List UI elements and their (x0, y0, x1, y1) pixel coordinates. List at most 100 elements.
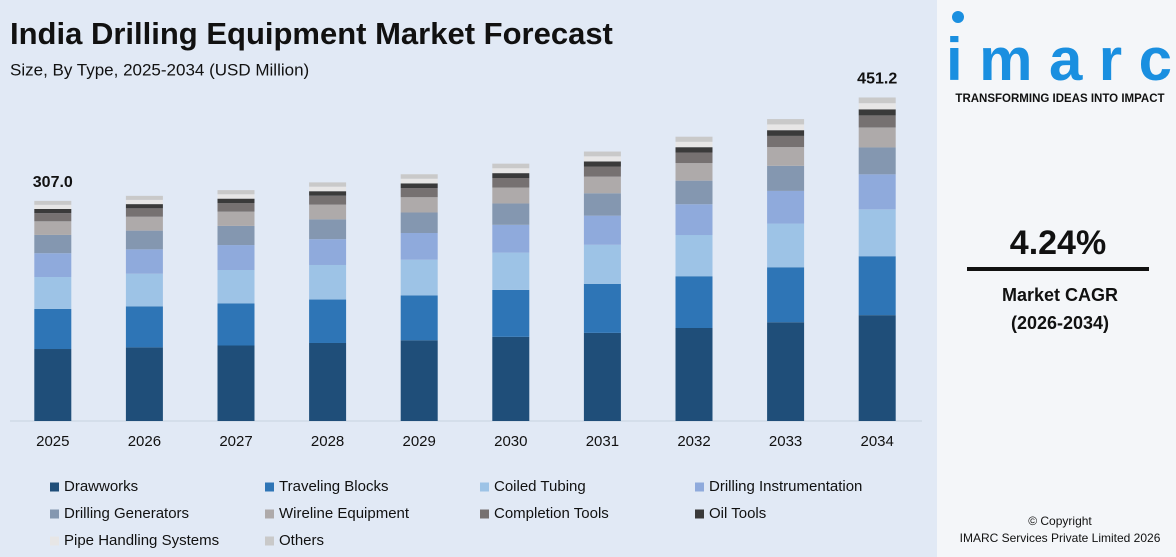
total-label: 451.2 (857, 71, 897, 88)
bar-segment (492, 252, 530, 290)
bar-segment (217, 190, 255, 195)
bar-segment (34, 200, 72, 205)
bar-segment (125, 306, 163, 348)
bar-segment (400, 197, 438, 213)
bar-segment (34, 234, 72, 254)
bar-segment (492, 178, 530, 188)
legend-swatch (265, 536, 274, 546)
bar-segment (492, 173, 530, 179)
bar-segment (217, 194, 255, 199)
bar-segment (858, 127, 896, 148)
legend-swatch (50, 536, 59, 546)
bar-segment (217, 269, 255, 304)
bar-segment (309, 182, 347, 187)
tagline: TRANSFORMING IDEAS INTO IMPACT (955, 93, 1164, 105)
company: IMARC Services Private Limited 2026 (960, 531, 1161, 545)
bar-segment (400, 340, 438, 421)
bar-segment (492, 168, 530, 174)
bar-segment (400, 232, 438, 260)
bar-segment (125, 208, 163, 217)
bar-segment (858, 174, 896, 210)
bar-segment (309, 299, 347, 343)
bar-segment (125, 230, 163, 250)
x-tick-label: 2026 (128, 433, 161, 450)
logo-dot (952, 11, 964, 23)
bar-segment (400, 295, 438, 341)
bar-segment (125, 195, 163, 200)
bar-segment (309, 204, 347, 220)
bar-segment (675, 204, 713, 236)
bar-segment (492, 203, 530, 225)
legend-label: Drilling Instrumentation (709, 478, 862, 495)
legend-swatch (265, 482, 274, 492)
cagr-label: Market CAGR (1002, 285, 1118, 305)
bar-segment (858, 97, 896, 104)
bar-segment (125, 249, 163, 274)
bar-segment (767, 124, 805, 131)
bar-segment (217, 225, 255, 246)
x-tick-label: 2027 (219, 433, 252, 450)
x-tick-label: 2030 (494, 433, 527, 450)
bar-segment (34, 277, 72, 309)
bar-segment (858, 256, 896, 316)
bar-segment (675, 163, 713, 181)
bar-segment (309, 191, 347, 196)
bar-segment (858, 103, 896, 110)
bar-segment (492, 336, 530, 421)
legend-swatch (265, 509, 274, 519)
legend-swatch (695, 482, 704, 492)
x-tick-label: 2029 (403, 433, 436, 450)
legend-label: Others (279, 532, 324, 549)
bar-segment (34, 208, 72, 214)
bar-segment (400, 212, 438, 233)
bar-segment (492, 163, 530, 169)
bar-segment (675, 235, 713, 277)
bar-segment (858, 115, 896, 128)
bar-segment (583, 176, 621, 194)
cagr-period: (2026-2034) (1011, 313, 1109, 333)
bar-segment (125, 273, 163, 307)
cagr-rule (967, 267, 1149, 271)
bar-segment (858, 209, 896, 257)
x-tick-label: 2031 (586, 433, 619, 450)
bar-segment (34, 349, 72, 421)
bar-segment (767, 130, 805, 136)
bar-segment (675, 136, 713, 142)
x-tick-label: 2025 (36, 433, 69, 450)
bar-segment (34, 253, 72, 278)
bar-segment (583, 193, 621, 216)
legend-label: Drilling Generators (64, 505, 189, 522)
bar-segment (309, 219, 347, 240)
bar-segment (767, 119, 805, 125)
bar-segment (400, 259, 438, 296)
bar-segment (767, 165, 805, 191)
bar-segment (858, 147, 896, 175)
legend-label: Wireline Equipment (279, 505, 410, 522)
legend-swatch (480, 509, 489, 519)
bar-segment (217, 303, 255, 346)
bar-segment (400, 178, 438, 184)
legend-swatch (480, 482, 489, 492)
bar-segment (217, 345, 255, 421)
bar-segment (675, 152, 713, 164)
sidebar-background (937, 0, 1176, 557)
legend-swatch (695, 509, 704, 519)
bar-segment (492, 187, 530, 204)
bar-segment (767, 147, 805, 166)
legend-swatch (50, 509, 59, 519)
bar-segment (583, 166, 621, 177)
bar-segment (675, 276, 713, 329)
bar-segment (309, 264, 347, 300)
bar-segment (217, 245, 255, 270)
bar-segment (34, 204, 72, 209)
bar-segment (583, 283, 621, 333)
bar-segment (400, 188, 438, 198)
x-tick-label: 2028 (311, 433, 344, 450)
chart-subtitle: Size, By Type, 2025-2034 (USD Million) (10, 60, 309, 79)
bar-segment (675, 147, 713, 153)
bar-segment (583, 244, 621, 284)
legend-label: Coiled Tubing (494, 478, 586, 495)
bar-segment (767, 190, 805, 224)
